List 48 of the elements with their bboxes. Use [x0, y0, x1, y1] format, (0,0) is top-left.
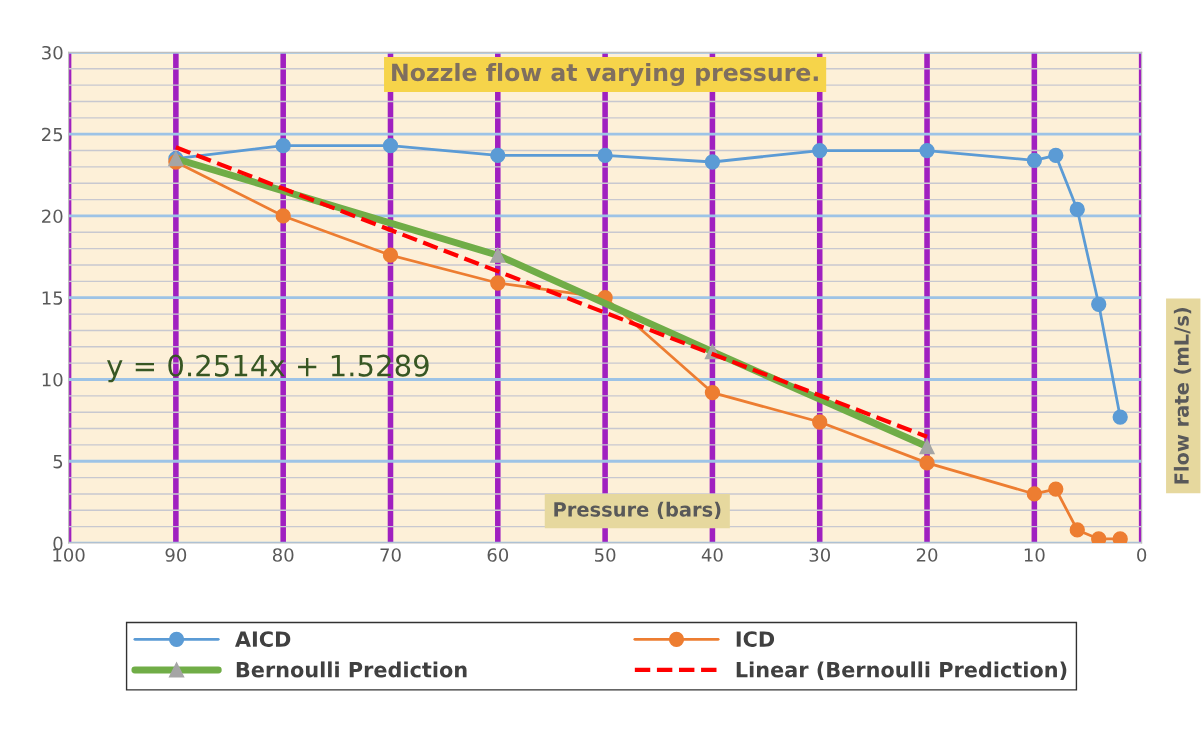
point [1091, 531, 1107, 544]
x-tick-label: 50 [595, 548, 616, 562]
x-tick-label: 0 [1137, 548, 1147, 562]
y-tick-label: 25 [42, 127, 63, 142]
point [1026, 152, 1042, 169]
y-tick-label: 30 [42, 45, 63, 60]
x-tick-label: 100 [53, 548, 85, 562]
y-tick-label: 20 [42, 209, 63, 224]
x-axis-title: Pressure (bars) [554, 501, 721, 520]
x-tick-label: 90 [165, 548, 187, 562]
point [1112, 409, 1128, 425]
x-tick-label: 70 [380, 548, 401, 562]
y-tick-label: 10 [42, 372, 63, 387]
chart-title: Nozzle flow at varying pressure. [392, 62, 818, 86]
legend-label: Bernoulli Prediction [236, 661, 467, 678]
point [1048, 147, 1064, 164]
point [1048, 481, 1064, 497]
point [1026, 486, 1042, 502]
point [1069, 201, 1085, 218]
legend-label: AICD [235, 631, 291, 647]
point [275, 208, 291, 224]
y-axis-title: Flow rate (mL/s) [1173, 307, 1192, 484]
point [812, 142, 828, 159]
x-tick-label: 20 [916, 548, 938, 562]
point [919, 455, 935, 471]
y-tick-label: 0 [53, 536, 63, 551]
point [704, 154, 721, 170]
x-tick-label: 80 [272, 548, 294, 562]
legend-label: Linear (Bernoulli Prediction) [736, 661, 1067, 680]
point [490, 147, 506, 164]
point [275, 138, 291, 154]
point [382, 138, 399, 154]
point [812, 414, 828, 430]
y-tick-label: 15 [42, 291, 63, 305]
x-tick-label: 60 [487, 548, 509, 562]
point [1112, 531, 1128, 544]
point [490, 275, 506, 291]
point [704, 384, 721, 401]
x-tick-label: 30 [809, 548, 831, 562]
point [597, 147, 613, 164]
y-tick-label: 5 [53, 454, 63, 469]
point [1091, 296, 1107, 312]
x-tick-label: 10 [1024, 548, 1045, 562]
point [382, 247, 399, 263]
x-tick-label: 40 [701, 548, 723, 562]
point [919, 142, 935, 159]
legend-label: ICD [736, 631, 775, 647]
point [1069, 522, 1085, 538]
